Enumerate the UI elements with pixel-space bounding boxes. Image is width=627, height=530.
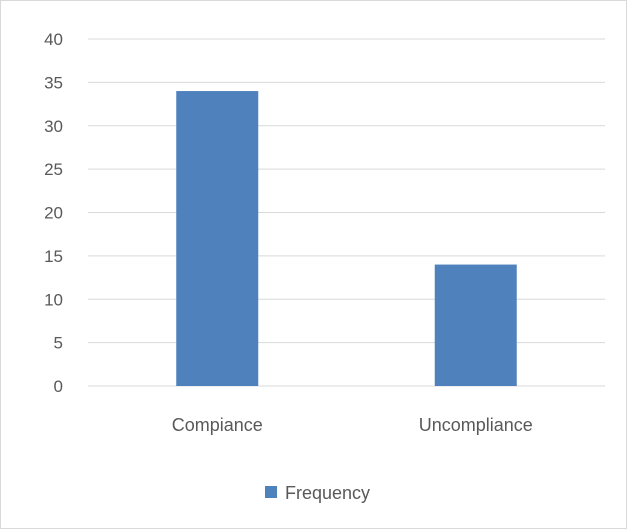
y-tick-label-30: 30 — [44, 117, 63, 136]
x-category-label-compiance: Compiance — [172, 415, 263, 435]
bars — [176, 91, 517, 387]
y-tick-label-10: 10 — [44, 290, 63, 309]
x-category-label-uncompliance: Uncompliance — [419, 415, 533, 435]
bar-uncompliance — [434, 264, 517, 386]
y-axis-tick-labels: 0 5 10 15 20 25 30 35 40 — [44, 30, 63, 396]
bar-compiance — [176, 91, 259, 387]
legend: Frequency — [265, 483, 370, 503]
y-tick-label-25: 25 — [44, 160, 63, 179]
y-tick-label-0: 0 — [54, 377, 63, 396]
y-tick-label-5: 5 — [54, 334, 63, 353]
y-tick-label-15: 15 — [44, 247, 63, 266]
legend-swatch-frequency — [265, 486, 277, 498]
legend-label-frequency: Frequency — [285, 483, 370, 503]
y-tick-label-20: 20 — [44, 204, 63, 223]
gridlines — [88, 38, 605, 387]
x-axis-category-labels: Compiance Uncompliance — [172, 415, 533, 435]
y-tick-label-35: 35 — [44, 73, 63, 92]
y-tick-label-40: 40 — [44, 30, 63, 49]
